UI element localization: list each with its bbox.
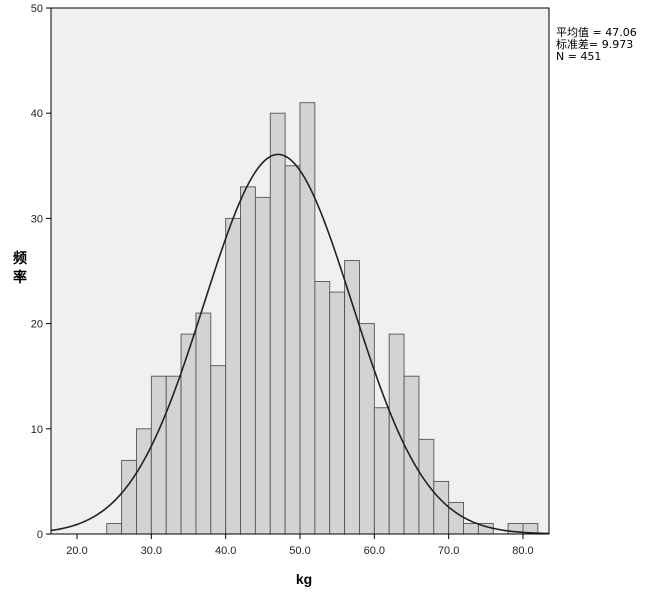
normal-curve xyxy=(50,153,550,535)
y-tick-label-5: 50 xyxy=(31,3,43,15)
x-tick-label-3: 50.0 xyxy=(289,545,310,557)
y-axis-title-char-2: 率 xyxy=(13,269,27,286)
x-tick-label-0: 20.0 xyxy=(66,545,87,557)
y-tick-label-4: 40 xyxy=(31,108,43,120)
histogram-bar-7 xyxy=(210,365,227,535)
y-tick-label-0: 0 xyxy=(37,529,43,541)
histogram-bar-13 xyxy=(299,102,316,535)
histogram-bar-22 xyxy=(433,480,450,535)
x-axis-title: kg xyxy=(296,571,312,587)
histogram-bar-10 xyxy=(254,196,271,535)
x-tick-label-6: 80.0 xyxy=(512,545,533,557)
histogram-bar-12 xyxy=(284,165,301,535)
bars-group xyxy=(106,102,539,535)
histogram-bar-2 xyxy=(136,428,152,535)
histogram-bar-3 xyxy=(150,375,167,535)
x-ticks: 20.0 30.0 40.0 50.0 60.0 70.0 80.0 xyxy=(66,534,534,557)
histogram-bar-8 xyxy=(225,217,241,535)
y-ticks: 0 10 20 30 40 50 xyxy=(31,3,51,541)
histogram-bar-5 xyxy=(180,333,197,535)
x-tick-label-5: 70.0 xyxy=(438,545,459,557)
histogram-bar-1 xyxy=(121,459,137,535)
histogram-bar-23 xyxy=(448,501,464,535)
stats-mean: 平均值 = 47.06 xyxy=(556,26,637,39)
x-tick-label-4: 60.0 xyxy=(364,545,385,557)
histogram-bar-17 xyxy=(359,323,375,535)
histogram-bar-20 xyxy=(403,375,420,535)
histogram-bar-11 xyxy=(269,112,286,535)
y-axis-title-char-1: 频 xyxy=(13,250,27,267)
stats-sd: 标准差= 9.973 xyxy=(556,38,634,51)
x-tick-label-1: 30.0 xyxy=(141,545,162,557)
x-tick-label-2: 40.0 xyxy=(215,545,236,557)
histogram-bar-15 xyxy=(329,291,346,535)
histogram-bar-24 xyxy=(463,523,479,535)
histogram-bar-19 xyxy=(388,333,405,535)
histogram-bar-6 xyxy=(195,312,212,535)
y-tick-label-1: 10 xyxy=(31,424,43,436)
stats-n: N = 451 xyxy=(556,50,602,63)
histogram-bar-9 xyxy=(240,186,256,535)
y-tick-label-3: 30 xyxy=(31,213,43,225)
y-tick-label-2: 20 xyxy=(31,319,43,331)
histogram-bar-0 xyxy=(106,523,123,535)
stats-box: 平均值 = 47.06 标准差= 9.973 N = 451 xyxy=(556,27,637,63)
histogram-bar-14 xyxy=(314,281,331,535)
histogram-bar-4 xyxy=(165,375,182,535)
histogram-bar-21 xyxy=(418,438,435,535)
histogram-bar-18 xyxy=(373,407,390,535)
